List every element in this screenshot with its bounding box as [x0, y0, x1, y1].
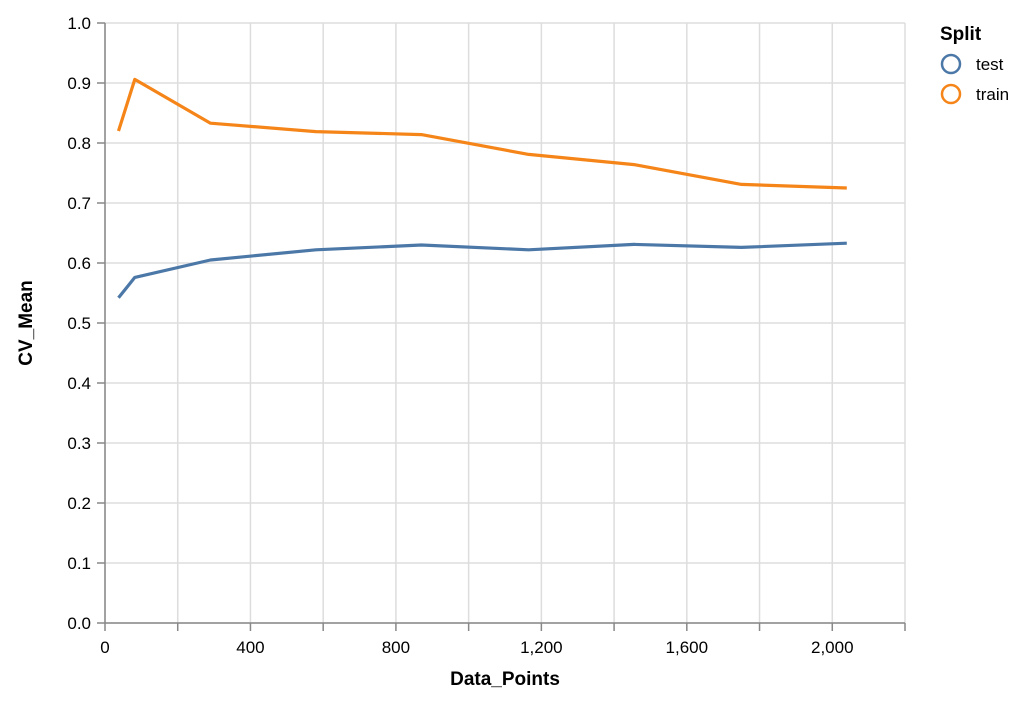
- y-axis-title: CV_Mean: [16, 280, 37, 366]
- y-tick-label: 0.2: [67, 494, 91, 513]
- legend-symbol-train: [940, 83, 962, 105]
- x-tick-label: 400: [236, 638, 264, 657]
- y-tick-label: 0.6: [67, 254, 91, 273]
- y-tick-label: 0.3: [67, 434, 91, 453]
- x-axis-title: Data_Points: [450, 669, 560, 690]
- legend-items: test train: [940, 53, 1009, 105]
- axes: 0 400 800 1,200 1,600 2,000 0.0 0.1 0.2 0.3 0.4 0.5…: [67, 14, 906, 657]
- y-tick-label: 0.9: [67, 74, 91, 93]
- y-tick-label: 0.7: [67, 194, 91, 213]
- legend-title: Split: [940, 24, 982, 45]
- y-tick-label: 1.0: [67, 14, 91, 33]
- x-tick-label: 2,000: [811, 638, 854, 657]
- legend-label-test: test: [976, 55, 1004, 74]
- x-tick-label: 0: [100, 638, 109, 657]
- legend: Split test train: [940, 24, 1009, 105]
- y-tick-label: 0.0: [67, 614, 91, 633]
- legend-label-train: train: [976, 85, 1009, 104]
- x-tick-label: 1,600: [666, 638, 709, 657]
- series-line-test: [117, 241, 847, 299]
- x-tick-label: 1,200: [520, 638, 563, 657]
- legend-symbol-test: [940, 53, 962, 75]
- y-tick-label: 0.8: [67, 134, 91, 153]
- y-tick-label: 0.4: [67, 374, 91, 393]
- series-lines: [116, 77, 847, 299]
- series-line-train: [116, 77, 847, 190]
- y-tick-label: 0.1: [67, 554, 91, 573]
- x-tick-label: 800: [382, 638, 410, 657]
- grid: [104, 22, 906, 624]
- y-tick-label: 0.5: [67, 314, 91, 333]
